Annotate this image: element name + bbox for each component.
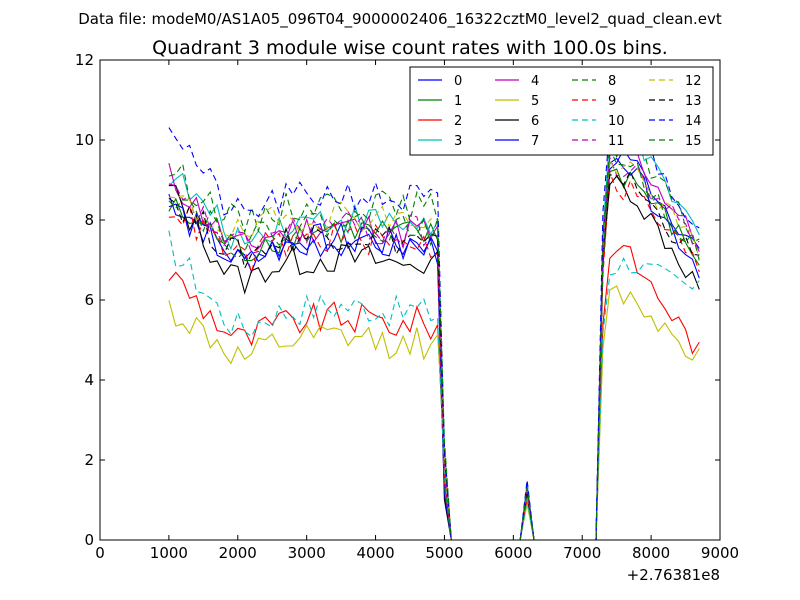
y-tick-label: 0: [84, 531, 94, 549]
plot-frame: [99, 59, 721, 541]
series-line-14: [168, 121, 700, 541]
legend-label-8: 8: [608, 74, 616, 89]
y-tick-label: 8: [84, 211, 94, 229]
x-tick-label: 0: [95, 544, 105, 562]
legend-box: [409, 66, 714, 156]
y-tick-label: 10: [75, 131, 94, 149]
legend-label-5: 5: [531, 94, 539, 109]
legend-label-12: 12: [685, 74, 702, 89]
legend-label-4: 4: [531, 74, 539, 89]
legend-label-15: 15: [685, 134, 702, 149]
series-line-9: [168, 172, 700, 541]
legend-label-14: 14: [685, 114, 702, 129]
y-tick-label: 6: [84, 291, 94, 309]
x-tick-label: 7000: [563, 544, 601, 562]
x-tick-label: 6000: [494, 544, 532, 562]
x-tick-label: 5000: [425, 544, 463, 562]
series-line-5: [168, 285, 700, 541]
series-line-10: [168, 230, 700, 541]
x-offset-label: +2.76381e8: [627, 566, 720, 584]
x-tick-label: 9000: [701, 544, 739, 562]
x-tick-label: 2000: [219, 544, 257, 562]
series-line-13: [168, 169, 700, 541]
legend-label-6: 6: [531, 114, 539, 129]
legend-label-0: 0: [454, 74, 462, 89]
y-tick-label: 2: [84, 451, 94, 469]
legend-label-7: 7: [531, 134, 539, 149]
x-tick-label: 3000: [288, 544, 326, 562]
series-line-12: [168, 158, 700, 541]
legend-label-2: 2: [454, 114, 462, 129]
x-tick-label: 8000: [632, 544, 670, 562]
legend-label-13: 13: [685, 94, 702, 109]
x-tick-label: 4000: [356, 544, 394, 562]
legend-label-10: 10: [608, 114, 625, 129]
series-layer: [168, 121, 700, 541]
x-tick-label: 1000: [150, 544, 188, 562]
legend-label-3: 3: [454, 134, 462, 149]
legend-label-1: 1: [454, 94, 462, 109]
legend-label-9: 9: [608, 94, 616, 109]
series-line-11: [168, 157, 700, 541]
series-line-6: [168, 175, 700, 541]
y-tick-label: 4: [84, 371, 94, 389]
y-tick-label: 12: [75, 51, 94, 69]
legend-label-11: 11: [608, 134, 625, 149]
ticks-layer: 0 1000 2000 3000 4000 5000 6000 7000 8000 9000 0 2 4…: [75, 51, 739, 562]
chart-title: Quadrant 3 module wise count rates with …: [152, 37, 668, 59]
chart-suptitle: Data file: modeM0/AS1A05_096T04_90000024…: [78, 10, 722, 29]
